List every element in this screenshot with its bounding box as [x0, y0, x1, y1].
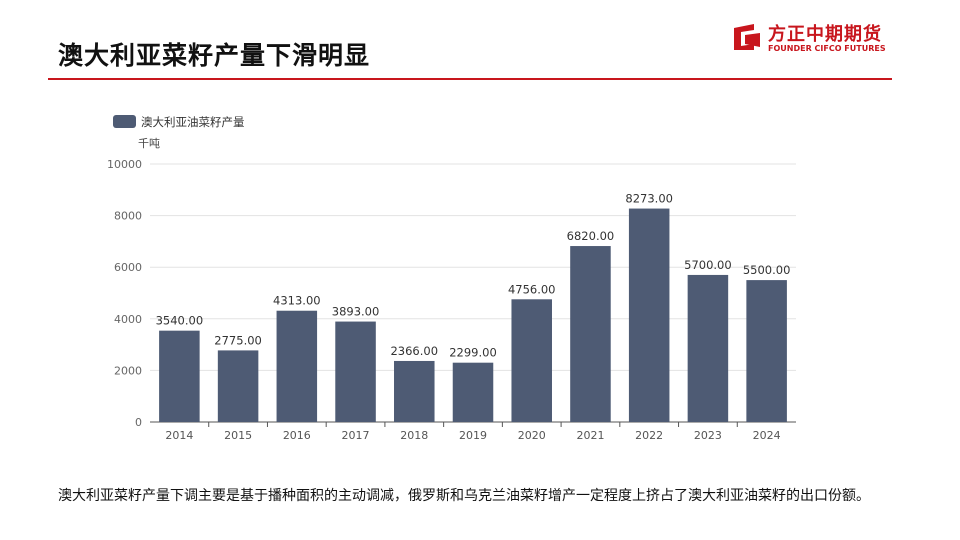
x-tick-label: 2023: [694, 429, 722, 442]
x-tick-label: 2016: [283, 429, 311, 442]
data-label: 3893.00: [332, 305, 380, 319]
title-divider: [48, 78, 892, 80]
x-tick-label: 2021: [576, 429, 604, 442]
legend-label: 澳大利亚油菜籽产量: [141, 115, 245, 129]
data-label: 2299.00: [449, 346, 497, 360]
data-label: 2366.00: [390, 344, 438, 358]
x-tick-label: 2017: [342, 429, 370, 442]
data-label: 2775.00: [214, 333, 262, 347]
logo-chinese-name: 方正中期期货: [768, 24, 882, 45]
y-tick-label: 0: [135, 416, 142, 429]
data-label: 5500.00: [743, 263, 791, 277]
data-label: 4756.00: [508, 282, 556, 296]
y-tick-label: 10000: [107, 158, 142, 171]
data-label: 3540.00: [156, 314, 204, 328]
logo-english-name: FOUNDER CIFCO FUTURES: [768, 44, 886, 53]
company-logo: 方正中期期货 FOUNDER CIFCO FUTURES: [732, 20, 902, 60]
chart-caption: 澳大利亚菜籽产量下调主要是基于播种面积的主动调减，俄罗斯和乌克兰油菜籽增产一定程…: [58, 488, 870, 504]
bar: [394, 360, 435, 422]
data-label: 5700.00: [684, 258, 732, 272]
y-tick-label: 4000: [114, 313, 142, 326]
bar: [452, 362, 494, 422]
x-tick-label: 2014: [165, 429, 193, 442]
bar: [217, 350, 259, 422]
bar: [511, 299, 552, 422]
bar: [570, 246, 611, 422]
x-tick-label: 2024: [753, 429, 781, 442]
data-label: 8273.00: [625, 192, 673, 206]
y-tick-label: 6000: [114, 261, 142, 274]
bar-chart: 0 2000 4000 6000 8000 10000 3540.00 2014 2775.00…: [107, 115, 796, 442]
legend-swatch: [113, 115, 136, 128]
x-tick-label: 2022: [635, 429, 663, 442]
bar: [276, 310, 318, 422]
logo-mark-icon: [734, 24, 760, 50]
x-tick-label: 2019: [459, 429, 487, 442]
data-label: 4313.00: [273, 294, 321, 308]
bar: [628, 208, 670, 422]
bar: [687, 274, 729, 422]
y-tick-label: 8000: [114, 210, 142, 223]
y-axis-label: 千吨: [138, 137, 160, 150]
bar: [746, 280, 787, 422]
x-tick-label: 2018: [400, 429, 428, 442]
y-tick-label: 2000: [114, 364, 142, 377]
data-label: 6820.00: [567, 229, 615, 243]
x-tick-label: 2020: [518, 429, 546, 442]
bar: [335, 321, 376, 422]
bar: [159, 330, 200, 422]
x-tick-label: 2015: [224, 429, 252, 442]
page-title: 澳大利亚菜籽产量下滑明显: [58, 41, 371, 70]
